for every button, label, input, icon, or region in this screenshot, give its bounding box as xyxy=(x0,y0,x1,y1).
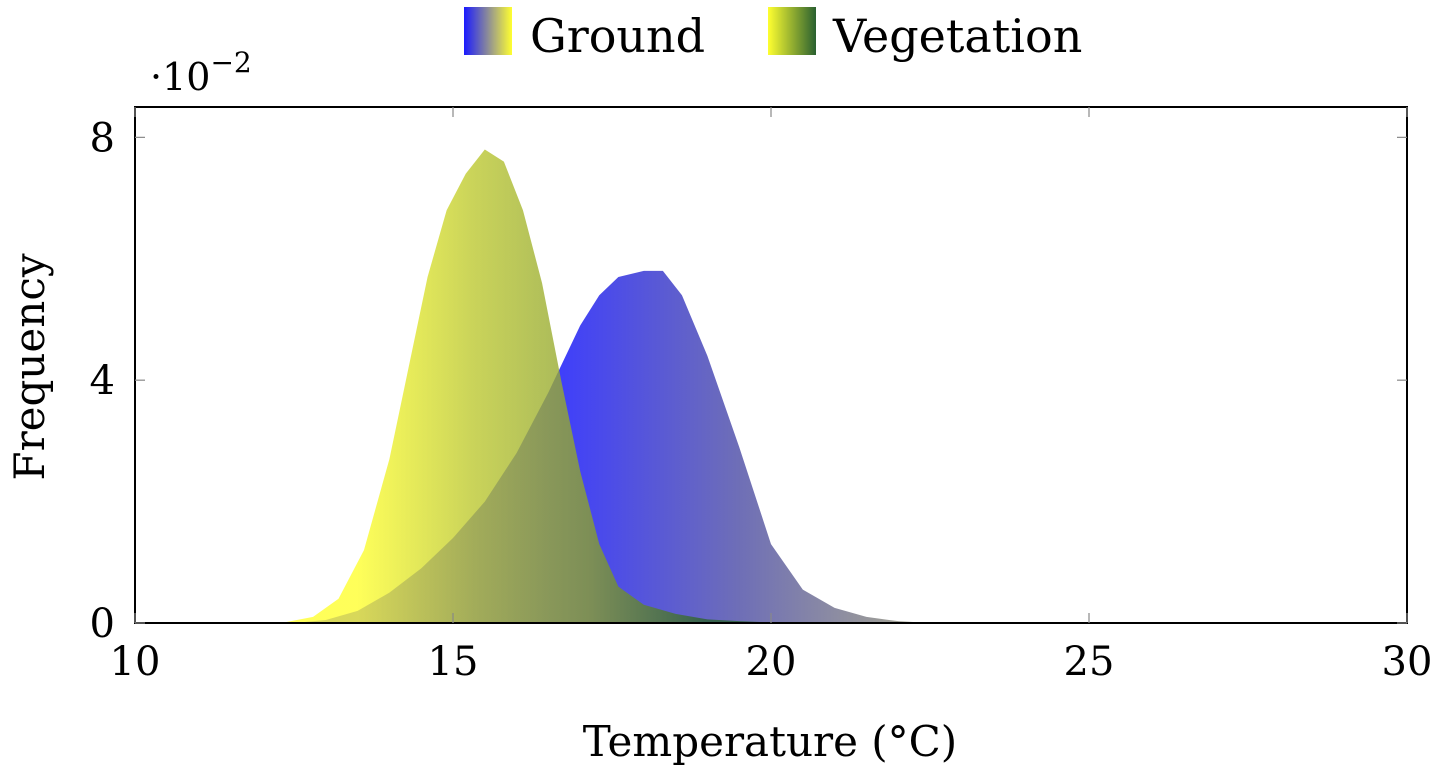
legend-swatch-vegetation xyxy=(768,7,816,55)
x-axis-title: Temperature (°C) xyxy=(583,717,957,766)
y-axis-title: Frequency xyxy=(5,253,54,480)
axis-tick-labels: 10 15 20 25 30 0 4 8 xyxy=(90,115,1433,685)
y-tick-label: 8 xyxy=(90,115,115,161)
legend: Ground Vegetation xyxy=(464,7,1082,63)
area-vegetation xyxy=(281,149,835,623)
area-ground xyxy=(294,270,930,623)
x-tick-label: 20 xyxy=(746,639,797,685)
legend-swatch-ground xyxy=(464,7,512,55)
x-tick-label: 15 xyxy=(428,639,479,685)
y-tick-label: 0 xyxy=(90,601,115,647)
y-scale-multiplier: ·10−2 xyxy=(150,46,252,99)
axis-ticks xyxy=(134,107,1408,624)
y-tick-label: 4 xyxy=(90,358,115,404)
x-tick-label: 25 xyxy=(1064,639,1115,685)
legend-label-ground: Ground xyxy=(530,9,705,63)
x-tick-label: 30 xyxy=(1382,639,1433,685)
y-scale-exponent: −2 xyxy=(210,46,251,79)
x-tick-label: 10 xyxy=(110,639,161,685)
series-areas xyxy=(281,149,930,623)
y-scale-base: ·10 xyxy=(150,55,210,99)
legend-label-vegetation: Vegetation xyxy=(832,9,1082,63)
